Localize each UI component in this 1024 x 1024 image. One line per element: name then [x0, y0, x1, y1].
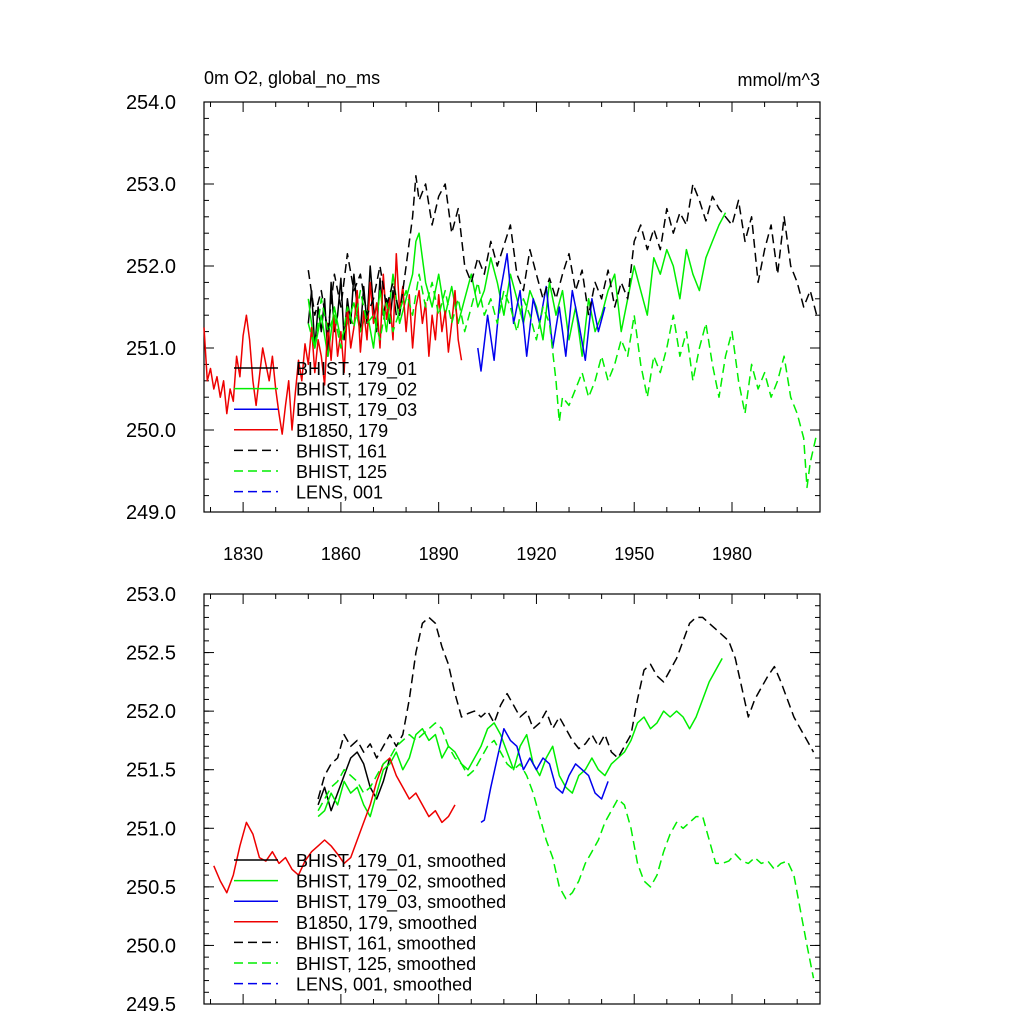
plot-frame	[203, 101, 821, 513]
series-line-5	[317, 722, 815, 979]
plot-frame	[203, 593, 821, 1005]
y-tick-label: 251.5	[126, 760, 176, 782]
y-tick-label: 251.0	[126, 818, 176, 840]
legend-label-3: B1850, 179, smoothed	[296, 913, 477, 933]
x-tick-label: 1950	[614, 544, 654, 564]
series-line-5	[307, 273, 818, 489]
chart-title: 0m O2, global_no_ms	[204, 68, 380, 89]
y-tick-label: 252.0	[126, 701, 176, 723]
y-tick-label: 251.0	[126, 338, 176, 360]
y-tick-label: 254.0	[126, 92, 176, 114]
legend-label-4: BHIST, 161	[296, 441, 387, 461]
y-tick-label: 250.5	[126, 877, 176, 899]
legend-label-6: LENS, 001	[296, 483, 383, 503]
legend-label-2: BHIST, 179_03, smoothed	[296, 892, 506, 913]
legend-label-4: BHIST, 161, smoothed	[296, 933, 476, 953]
series-line-3	[203, 252, 463, 435]
x-tick-label: 1860	[321, 544, 361, 564]
y-tick-label: 253.0	[126, 584, 176, 606]
series-line-4	[317, 616, 815, 800]
y-tick-label: 253.0	[126, 174, 176, 196]
units-label: mmol/m^3	[738, 70, 820, 90]
x-tick-label: 1890	[419, 544, 459, 564]
series-line-2	[480, 727, 609, 824]
y-tick-label: 252.0	[126, 256, 176, 278]
legend-label-2: BHIST, 179_03	[296, 400, 417, 421]
y-tick-label: 249.0	[126, 502, 176, 524]
series-line-0	[317, 751, 391, 812]
bottom-panel: 249.5 250.0 250.5 251.0 251.5 252.0 252.5 253.0…	[126, 584, 821, 1016]
series-line-4	[307, 175, 818, 333]
x-tick-label: 1980	[712, 544, 752, 564]
legend-label-1: BHIST, 179_02	[296, 380, 417, 401]
series-line-1	[317, 658, 723, 818]
x-tick-label: 1830	[223, 544, 263, 564]
y-tick-label: 252.5	[126, 643, 176, 665]
y-tick-label: 250.0	[126, 420, 176, 442]
y-tick-label: 250.0	[126, 935, 176, 957]
series-line-1	[307, 212, 727, 357]
y-tick-label: 249.5	[126, 994, 176, 1016]
legend-label-1: BHIST, 179_02, smoothed	[296, 872, 506, 893]
legend-label-6: LENS, 001, smoothed	[296, 975, 472, 995]
legend-label-5: BHIST, 125, smoothed	[296, 954, 476, 974]
legend-label-0: BHIST, 179_01, smoothed	[296, 851, 506, 872]
top-panel: 0m O2, global_no_ms mmol/m^3 1830 1860 189…	[126, 68, 821, 564]
series-line-3	[213, 757, 456, 894]
legend-label-5: BHIST, 125	[296, 462, 387, 482]
legend-label-3: B1850, 179	[296, 421, 388, 441]
x-tick-label: 1920	[516, 544, 556, 564]
legend-label-0: BHIST, 179_01	[296, 359, 417, 380]
